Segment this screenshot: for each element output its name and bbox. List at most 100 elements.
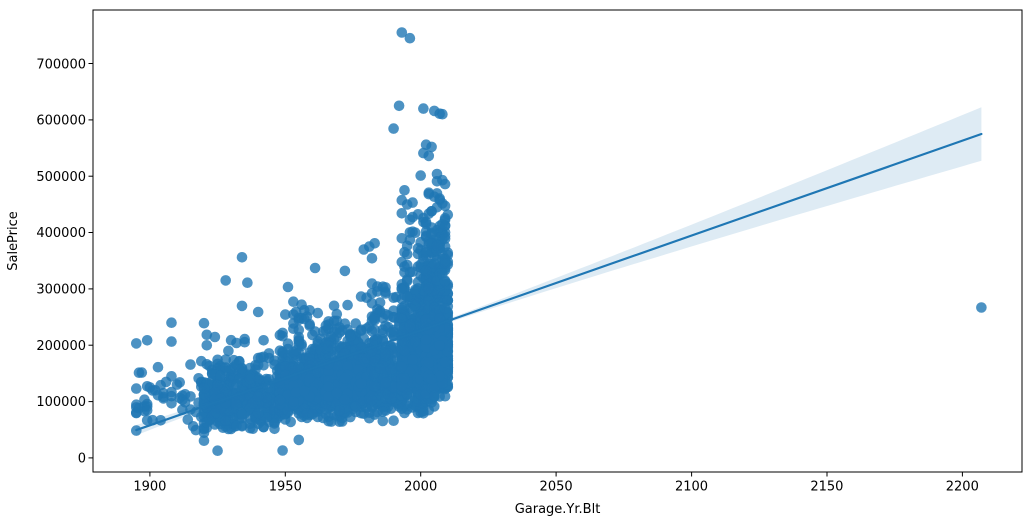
data-point: [429, 390, 440, 402]
data-point: [374, 363, 386, 374]
data-point: [439, 275, 451, 286]
data-point: [309, 326, 321, 337]
data-point: [242, 277, 253, 289]
data-point: [388, 382, 399, 393]
data-point: [439, 303, 451, 314]
plot-border: [92, 9, 1023, 473]
data-point: [320, 404, 332, 415]
data-point: [239, 336, 250, 348]
y-tick-label: 400000: [36, 226, 86, 241]
data-point: [336, 416, 348, 427]
data-point: [399, 407, 410, 419]
scatter-points: [131, 27, 987, 457]
data-point: [350, 401, 362, 412]
data-point: [420, 218, 432, 230]
data-point: [404, 321, 416, 333]
data-point: [401, 388, 413, 399]
data-point: [212, 445, 223, 457]
data-point: [369, 335, 381, 346]
data-point: [244, 418, 256, 430]
data-point: [201, 340, 213, 351]
data-point: [366, 252, 378, 264]
data-point: [426, 206, 437, 217]
data-point: [358, 333, 370, 344]
data-point: [442, 295, 454, 306]
data-point: [342, 361, 353, 372]
data-point: [201, 417, 213, 428]
data-point: [976, 302, 987, 313]
axis-tick-marks: [88, 63, 963, 477]
data-point: [339, 394, 351, 406]
data-point: [136, 367, 148, 378]
data-point: [407, 354, 418, 366]
data-point: [198, 317, 210, 329]
data-point: [380, 348, 391, 360]
data-point: [334, 340, 345, 352]
data-point: [412, 248, 424, 260]
data-point: [434, 313, 446, 325]
data-point: [439, 255, 451, 267]
data-point: [244, 373, 256, 385]
data-point: [296, 299, 307, 311]
data-point: [415, 170, 427, 181]
data-point: [261, 412, 272, 423]
data-point: [410, 284, 421, 296]
y-tick-label: 300000: [36, 283, 86, 298]
data-point: [439, 241, 451, 252]
data-point: [220, 275, 231, 286]
data-point: [280, 361, 291, 372]
data-point: [380, 320, 391, 332]
data-point: [396, 283, 408, 295]
data-point: [426, 141, 437, 153]
data-point: [399, 373, 410, 384]
x-axis-label: Garage.Yr.Blt: [515, 502, 601, 517]
data-point: [434, 340, 446, 351]
data-point: [331, 387, 343, 399]
data-point: [342, 299, 353, 311]
x-tick-labels: 1900 1950 2000 2050 2100 2150 2200: [133, 480, 978, 495]
data-point: [201, 329, 213, 341]
data-point: [396, 361, 408, 373]
data-point: [258, 351, 269, 363]
data-point: [274, 394, 286, 406]
data-point: [141, 405, 153, 416]
y-tick-labels: 0 100000 200000 300000 400000 500000 600…: [36, 57, 86, 466]
data-point: [198, 435, 210, 447]
data-point: [404, 234, 416, 246]
data-point: [280, 309, 291, 320]
data-point: [423, 294, 435, 306]
data-point: [166, 386, 177, 398]
data-point: [131, 383, 142, 394]
data-point: [288, 395, 299, 407]
data-point: [131, 338, 142, 349]
confidence-band-area: [136, 107, 982, 436]
data-point: [269, 423, 280, 435]
data-point: [236, 251, 248, 263]
data-point: [334, 405, 345, 416]
data-point: [437, 218, 448, 230]
data-point: [399, 345, 410, 356]
data-point: [236, 409, 248, 420]
data-point: [412, 209, 424, 220]
data-point: [423, 188, 435, 200]
data-point: [220, 362, 231, 373]
data-point: [377, 415, 389, 427]
data-point: [431, 240, 443, 251]
x-tick-label: 2000: [404, 480, 437, 495]
data-point: [439, 356, 451, 368]
y-tick-label: 600000: [36, 114, 86, 129]
data-point: [366, 278, 378, 289]
data-point: [385, 364, 397, 376]
data-point: [304, 352, 316, 364]
data-point: [345, 330, 356, 342]
data-point: [304, 373, 316, 384]
data-point: [396, 233, 408, 244]
data-point: [185, 359, 196, 370]
data-point: [252, 408, 264, 419]
data-point: [252, 306, 264, 318]
y-tick-label: 200000: [36, 339, 86, 354]
data-point: [410, 227, 421, 238]
data-point: [288, 347, 299, 358]
data-point: [437, 108, 448, 120]
